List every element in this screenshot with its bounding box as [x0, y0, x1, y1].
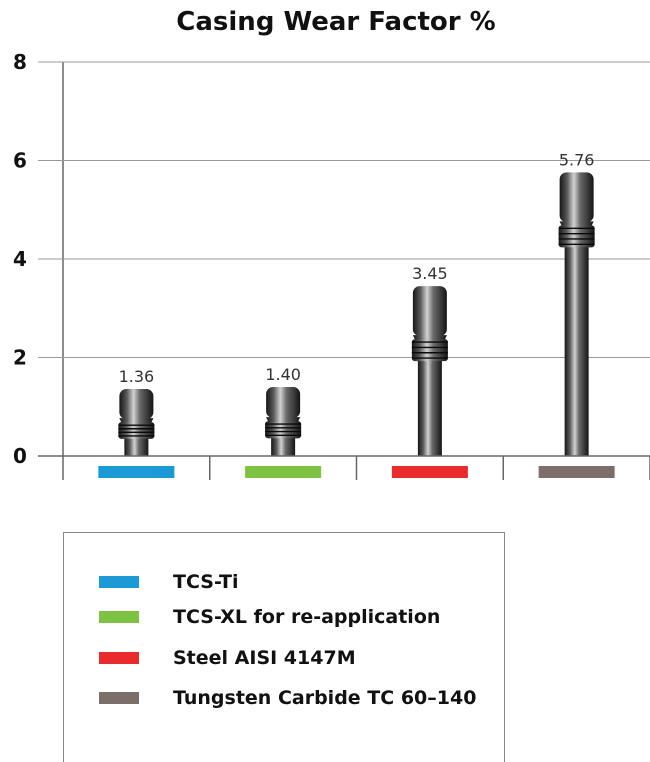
bar-body — [417, 344, 442, 456]
bar-ring — [265, 421, 302, 439]
bar-ring — [558, 225, 595, 248]
bar-cap — [119, 389, 154, 420]
y-tick-label: 2 — [13, 346, 27, 370]
y-tick-label: 8 — [13, 50, 27, 74]
legend-item: TCS-XL for re-application — [99, 605, 440, 629]
data-label: 5.76 — [559, 150, 595, 169]
legend-swatch — [99, 692, 139, 704]
legend-swatch — [99, 652, 139, 664]
category-swatch — [245, 466, 322, 478]
bar — [265, 387, 302, 456]
bar-cap — [559, 172, 594, 223]
category-swatch — [538, 466, 615, 478]
data-label: 1.36 — [119, 367, 155, 386]
bar-cap — [412, 286, 447, 337]
bar — [411, 286, 448, 456]
legend-item: TCS-Ti — [99, 570, 239, 594]
bar-ring — [411, 339, 448, 362]
chart-title: Casing Wear Factor % — [176, 7, 495, 37]
y-tick-label: 0 — [13, 444, 27, 468]
data-label: 1.40 — [265, 365, 301, 384]
grid — [38, 61, 650, 456]
bar-ring — [118, 422, 155, 439]
bar-body — [564, 230, 589, 456]
y-tick-label: 4 — [13, 247, 27, 271]
legend: TCS-Ti TCS-XL for re-application Steel A… — [63, 532, 505, 762]
bars: 1.36 1.40 3.45 5.76 — [118, 150, 595, 456]
category-swatch — [391, 466, 468, 478]
category-swatch — [98, 466, 175, 478]
legend-swatch — [99, 611, 139, 623]
bar — [118, 389, 155, 456]
legend-label: Steel AISI 4147M — [173, 647, 356, 669]
x-axis — [38, 455, 650, 480]
legend-label: Tungsten Carbide TC 60–140 — [173, 687, 477, 709]
legend-item: Steel AISI 4147M — [99, 646, 356, 670]
legend-label: TCS-Ti — [173, 571, 239, 593]
legend-swatch — [99, 576, 139, 588]
chart: Casing Wear Factor % 0 2 4 6 8 1.36 1.40 3.45 5… — [13, 7, 650, 480]
legend-item: Tungsten Carbide TC 60–140 — [99, 686, 476, 710]
y-tick-label: 6 — [13, 149, 27, 173]
bar — [558, 172, 595, 456]
y-axis-ticks: 0 2 4 6 8 — [13, 50, 27, 468]
legend-label: TCS-XL for re-application — [173, 606, 441, 628]
bar-cap — [266, 387, 301, 419]
data-label: 3.45 — [412, 264, 448, 283]
